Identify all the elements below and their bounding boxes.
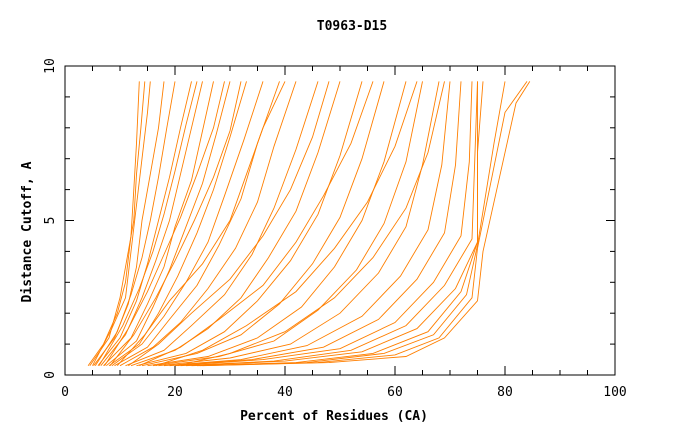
x-tick-label: 100 [603,385,626,400]
series-line-12 [114,81,280,367]
series-line-5 [94,81,176,366]
series-line-22 [169,81,462,367]
y-axis-label: Distance Cutoff, A [20,161,35,302]
series-line-31 [128,81,330,367]
chart-title: T0963-D15 [317,19,387,34]
series-line-19 [152,81,423,367]
series-line-36 [104,81,225,366]
series-line-11 [111,81,264,367]
x-tick-label: 80 [497,385,513,400]
series-line-26 [191,81,484,367]
series-line-2 [89,81,146,366]
series-line-37 [109,81,242,366]
series-line-32 [139,81,374,367]
y-tick-label: 10 [43,58,58,74]
series-line-20 [158,81,440,367]
series-line-8 [103,81,214,367]
series-line-35 [98,81,198,366]
series-line-17 [141,81,385,367]
series-line-23 [174,81,473,367]
series-line-34 [177,81,445,367]
series-line-1 [87,81,140,366]
series-line-16 [136,81,363,367]
series-line-10 [108,81,247,367]
series-line-6 [97,81,192,366]
series-line-9 [106,81,231,367]
series-line-28 [199,81,528,367]
series-layer [87,81,531,367]
y-tick-label: 5 [43,217,58,225]
x-tick-label: 40 [277,385,293,400]
y-tick-label: 0 [43,371,58,379]
x-tick-label: 0 [61,385,69,400]
series-line-3 [92,81,151,366]
x-tick-label: 20 [167,385,183,400]
series-line-27 [196,81,506,367]
axes-layer: 0 20 40 60 80 100 0 5 10 [43,58,627,400]
series-line-14 [125,81,319,367]
series-line-33 [155,81,418,367]
series-line-30 [116,81,286,366]
series-line-21 [163,81,451,367]
series-line-29 [202,81,531,367]
x-tick-label: 60 [387,385,403,400]
series-line-18 [147,81,407,367]
x-axis-label: Percent of Residues (CA) [240,409,428,424]
series-line-13 [119,81,297,367]
series-line-24 [180,81,478,367]
series-line-15 [130,81,341,367]
